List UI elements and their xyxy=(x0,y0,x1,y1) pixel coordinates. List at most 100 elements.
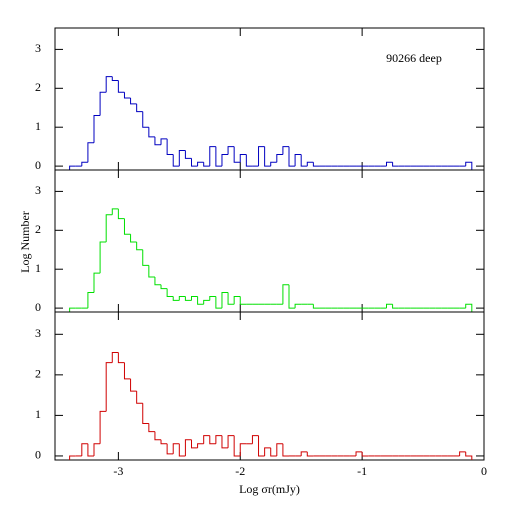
histogram-step xyxy=(142,403,149,425)
histogram-step xyxy=(69,307,76,312)
histogram-step xyxy=(191,158,198,167)
histogram-step xyxy=(270,161,277,167)
histogram-step xyxy=(245,154,253,167)
histogram-step xyxy=(69,455,76,460)
x-axis-label: Log σr(mJy) xyxy=(239,482,300,496)
histogram-step xyxy=(130,378,137,392)
histogram-step xyxy=(264,146,271,167)
histogram-step xyxy=(136,241,143,251)
histogram-step xyxy=(160,439,168,445)
histogram-step xyxy=(215,435,222,444)
histogram-step xyxy=(154,136,162,146)
histogram-step xyxy=(282,284,289,305)
histogram-step xyxy=(312,162,320,167)
histogram-step xyxy=(264,447,271,456)
histogram-step xyxy=(465,303,473,312)
histogram-step xyxy=(227,292,235,305)
histogram-step xyxy=(306,161,314,167)
histogram-step xyxy=(105,362,113,412)
histogram-step xyxy=(178,443,186,457)
histogram-step xyxy=(312,304,320,309)
histogram-step xyxy=(81,161,88,167)
histogram-step xyxy=(251,435,259,444)
y-tick-label: 1 xyxy=(35,407,41,421)
histogram-step xyxy=(87,292,94,309)
histogram-step xyxy=(184,296,192,301)
histogram-step xyxy=(294,303,302,309)
histogram-step xyxy=(306,451,314,457)
histogram-step xyxy=(160,138,168,145)
histogram-step xyxy=(99,410,107,444)
histogram-step xyxy=(93,272,101,293)
histogram-step xyxy=(117,80,125,93)
histogram-step xyxy=(258,435,265,457)
histogram-step xyxy=(111,352,119,363)
histogram-step xyxy=(209,295,216,301)
histogram-step xyxy=(215,296,222,309)
histogram-step xyxy=(215,146,222,167)
histogram-step xyxy=(87,142,94,163)
histogram-step xyxy=(172,154,180,167)
histogram-step xyxy=(69,165,76,170)
histogram-step xyxy=(154,431,162,441)
y-tick-label: 1 xyxy=(35,261,41,275)
histogram-step xyxy=(233,295,241,305)
histogram-step xyxy=(197,161,204,167)
histogram-step xyxy=(392,162,399,167)
histogram-step xyxy=(105,76,113,93)
x-tick-label: 0 xyxy=(481,464,487,478)
y-tick-label: 3 xyxy=(35,326,41,340)
histogram-step xyxy=(142,111,149,128)
histogram-step xyxy=(465,451,473,460)
histogram-step xyxy=(239,443,247,456)
histogram-step xyxy=(197,443,204,448)
panel-frame xyxy=(54,311,485,461)
histogram-step xyxy=(178,150,186,167)
histogram-step xyxy=(130,98,137,105)
histogram-step xyxy=(117,352,125,364)
y-tick-label: 2 xyxy=(35,80,41,94)
histogram-step xyxy=(172,296,180,301)
histogram-step xyxy=(355,451,363,456)
histogram-step xyxy=(392,304,399,309)
y-tick-label: 2 xyxy=(35,222,41,236)
x-tick-label: -3 xyxy=(113,464,123,478)
histogram-step xyxy=(148,265,155,278)
y-tick-label: 0 xyxy=(35,448,41,462)
histogram-step xyxy=(270,447,277,457)
histogram-step xyxy=(154,276,162,286)
histogram-step xyxy=(142,249,149,266)
histogram-step xyxy=(130,234,137,243)
histogram-step xyxy=(221,292,229,309)
annotation: 90266 deep xyxy=(386,51,442,65)
histogram-step xyxy=(294,153,302,167)
histogram-step xyxy=(191,439,198,449)
histogram-step xyxy=(276,443,283,456)
histogram-step xyxy=(81,443,88,456)
histogram-step xyxy=(99,241,107,274)
histogram-step xyxy=(191,295,198,301)
histogram-step xyxy=(288,284,296,309)
y-tick-label: 3 xyxy=(35,41,41,55)
histogram-step xyxy=(166,443,174,455)
histogram-step xyxy=(93,115,101,143)
histogram-step xyxy=(258,146,265,167)
histogram-step xyxy=(203,299,210,305)
histogram-step xyxy=(123,218,131,235)
histogram-step xyxy=(227,146,235,155)
y-tick-label: 0 xyxy=(35,300,41,314)
histogram-step xyxy=(160,284,168,290)
histogram-step xyxy=(282,443,289,457)
x-tick-label: -1 xyxy=(357,464,367,478)
histogram-step xyxy=(136,391,143,404)
histogram-step xyxy=(209,435,216,445)
histogram-step xyxy=(209,146,216,167)
histogram-step xyxy=(99,91,107,116)
y-tick-label: 2 xyxy=(35,367,41,381)
histogram-step xyxy=(233,146,241,163)
histogram-step xyxy=(197,296,204,305)
histogram-step xyxy=(221,435,229,449)
y-axis-label: Log Number xyxy=(18,211,32,273)
panel-frame xyxy=(54,27,485,171)
